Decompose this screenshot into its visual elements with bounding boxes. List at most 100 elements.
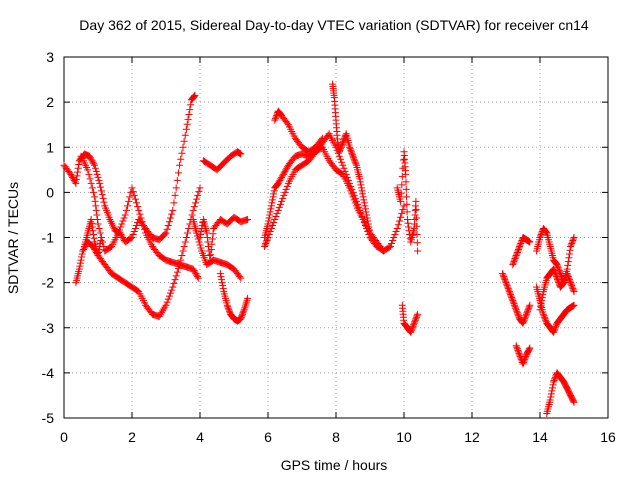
data-point (89, 158, 97, 166)
data-point (97, 237, 105, 245)
data-point (277, 175, 285, 183)
data-point (173, 176, 181, 184)
data-point (118, 232, 126, 240)
data-point (570, 301, 578, 309)
data-point (95, 224, 103, 232)
data-point (519, 360, 527, 368)
data-point (413, 239, 421, 247)
data-point (386, 243, 394, 251)
data-point (553, 261, 561, 269)
data-point (203, 234, 211, 241)
data-point (402, 170, 410, 178)
x-tick-label: 14 (532, 429, 548, 445)
data-point (398, 209, 406, 217)
data-point (76, 259, 84, 267)
data-point (190, 92, 198, 100)
data-point (225, 307, 233, 315)
data-point (271, 115, 279, 123)
data-point (504, 283, 512, 291)
data-point (414, 310, 422, 318)
data-point (218, 279, 226, 287)
data-point (171, 276, 179, 284)
data-point (395, 217, 403, 225)
data-point (365, 226, 373, 234)
data-point (538, 294, 546, 302)
series-trace-e (189, 215, 245, 282)
data-point (96, 229, 104, 237)
data-point (336, 146, 344, 154)
data-point (339, 161, 347, 169)
data-point (347, 182, 355, 190)
data-point (91, 197, 99, 205)
data-point (349, 188, 357, 196)
data-point (520, 358, 528, 366)
data-point (190, 93, 198, 101)
series-trace-c (77, 152, 202, 282)
y-tick-label: -4 (42, 365, 55, 381)
data-point (397, 197, 405, 205)
data-point (413, 230, 421, 238)
data-point (283, 164, 291, 172)
data-point (351, 158, 359, 166)
data-point (196, 241, 204, 249)
data-point (241, 302, 249, 310)
data-point (359, 215, 367, 223)
data-point (347, 146, 355, 154)
data-point (216, 270, 224, 278)
data-point (554, 264, 562, 272)
data-point (507, 292, 515, 300)
data-point (357, 181, 365, 189)
data-point (363, 214, 371, 222)
data-point (537, 232, 545, 240)
data-point (88, 223, 96, 231)
data-point (522, 312, 530, 320)
data-point (163, 225, 171, 233)
x-tick-label: 8 (332, 429, 340, 445)
data-point (514, 310, 522, 318)
data-point (178, 252, 186, 260)
data-point (568, 238, 576, 246)
data-point (403, 208, 411, 216)
data-point (97, 187, 105, 195)
data-point (191, 199, 199, 207)
data-point (512, 342, 520, 350)
data-point (219, 285, 227, 293)
data-point (564, 273, 572, 281)
data-point (93, 170, 101, 178)
data-point (203, 229, 211, 237)
data-point (346, 145, 354, 153)
data-point (91, 193, 99, 201)
data-point (88, 184, 96, 192)
data-point (537, 300, 545, 308)
data-point (414, 247, 422, 255)
data-point (565, 250, 573, 258)
data-point (515, 349, 523, 357)
x-axis-label: GPS time / hours (281, 457, 388, 473)
data-point (570, 398, 578, 406)
data-point (95, 246, 103, 254)
data-point (182, 125, 190, 133)
data-point (206, 252, 214, 260)
data-point (276, 200, 284, 208)
data-point (197, 230, 205, 238)
data-point (566, 246, 574, 254)
data-point (403, 193, 411, 201)
data-point (239, 310, 246, 318)
data-point (114, 229, 122, 237)
data-point (197, 244, 205, 252)
data-point (354, 200, 362, 208)
data-point (269, 193, 277, 201)
data-point (279, 170, 287, 178)
data-point (403, 215, 411, 223)
data-point (186, 106, 194, 114)
data-point (567, 241, 575, 249)
data-point (526, 301, 534, 309)
data-point (550, 378, 558, 386)
data-point (271, 116, 279, 124)
data-point (190, 267, 198, 275)
data-point (194, 235, 202, 243)
data-point (509, 297, 517, 305)
data-point (224, 304, 232, 312)
data-point (208, 235, 216, 243)
series-trace-p (509, 234, 534, 269)
